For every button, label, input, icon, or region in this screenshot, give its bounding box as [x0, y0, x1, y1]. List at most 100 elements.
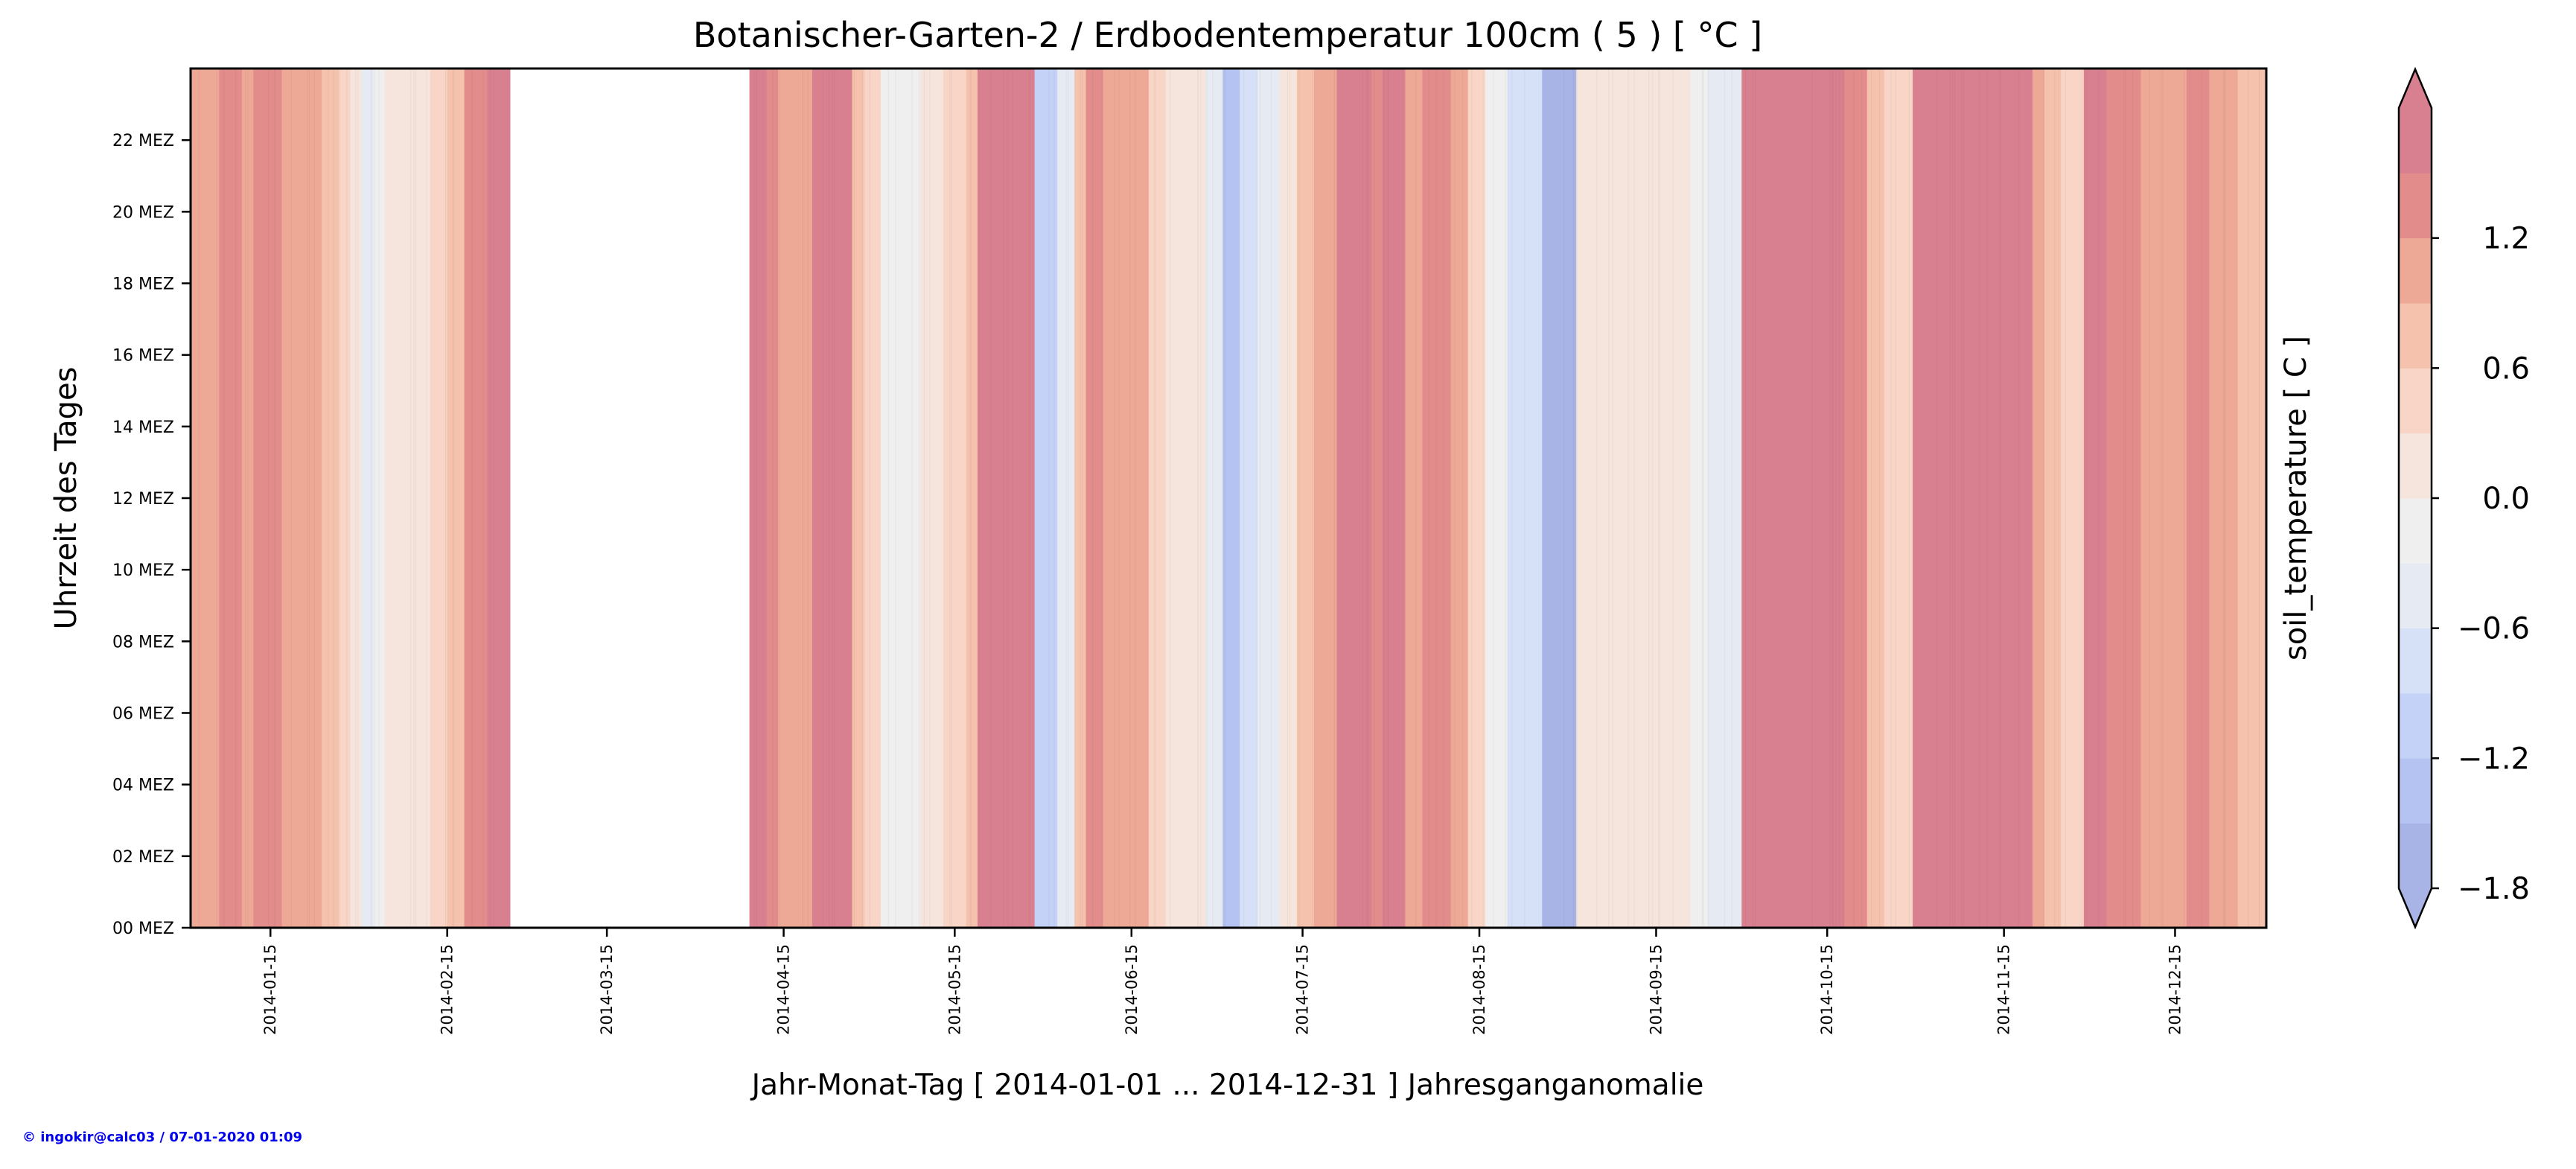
y-tick-label: 16 MEZ: [112, 347, 174, 366]
heatmap-band: [1382, 69, 1406, 928]
heatmap-band: [1371, 69, 1383, 928]
heatmap-texture: [190, 69, 2260, 928]
colorbar: −1.8 −1.2 −0.6 0.0 0.6 1.2: [2397, 66, 2530, 930]
y-tick-label: 06 MEZ: [112, 705, 174, 724]
heatmap-band: [1542, 69, 1577, 928]
colorbar-segment: [2399, 563, 2432, 629]
y-tick-label: 10 MEZ: [112, 561, 174, 580]
heatmap-band: [384, 69, 431, 928]
colorbar-extend-max: [2399, 69, 2432, 108]
heatmap-band: [219, 69, 243, 928]
heatmap-bands: [191, 69, 2267, 928]
heatmap-band: [2044, 69, 2062, 928]
colorbar-tick-label: −1.2: [2458, 742, 2530, 776]
x-axis-label: Jahr-Monat-Tag [ 2014-01-01 ... 2014-12-…: [750, 1068, 1704, 1102]
heatmap-band: [978, 69, 1036, 928]
y-tick-label: 20 MEZ: [112, 203, 174, 222]
heatmap-band: [253, 69, 283, 928]
y-axis-ticks: 00 MEZ 02 MEZ 04 MEZ 06 MEZ 08 MEZ 10 MEZ 12 M…: [112, 132, 191, 938]
colorbar-tick-label: −0.6: [2458, 612, 2530, 646]
y-tick-label: 14 MEZ: [112, 418, 174, 437]
colorbar-segment: [2399, 823, 2432, 889]
heatmap-band: [1690, 69, 1708, 928]
y-axis-label: Uhrzeit des Tages: [49, 367, 83, 630]
heatmap-band: [447, 69, 465, 928]
heatmap-band: [1450, 69, 1469, 928]
x-axis-ticks: 2014-01-15 2014-02-15 2014-03-15 2014-04-15…: [261, 928, 2184, 1035]
y-tick-label: 22 MEZ: [112, 132, 174, 150]
x-tick-label: 2014-08-15: [1470, 944, 1488, 1035]
heatmap-band: [1165, 69, 1206, 928]
heatmap-band: [880, 69, 904, 928]
heatmap-band: [863, 69, 881, 928]
colorbar-segment: [2399, 173, 2432, 239]
colorbar-segment: [2399, 368, 2432, 434]
heatmap-band: [2140, 69, 2187, 928]
heatmap-band: [281, 69, 322, 928]
heatmap-band: [943, 69, 967, 928]
colorbar-segment: [2399, 238, 2432, 304]
heatmap-band: [1884, 69, 1913, 928]
colorbar-segment: [2399, 108, 2432, 173]
heatmap-band: [350, 69, 363, 928]
heatmap-band: [2033, 69, 2044, 928]
heatmap-band: [1422, 69, 1452, 928]
credit-note: © ingokir@calc03 / 07-01-2020 01:09: [22, 1130, 303, 1145]
heatmap-band: [1650, 69, 1691, 928]
heatmap-band: [1866, 69, 1885, 928]
x-tick-label: 2014-05-15: [946, 944, 963, 1035]
x-tick-label: 2014-04-15: [775, 944, 793, 1035]
heatmap-band: [1485, 69, 1508, 928]
y-tick-label: 12 MEZ: [112, 490, 174, 509]
colorbar-segment: [2399, 303, 2432, 369]
colorbar-tick-label: −1.8: [2458, 872, 2530, 906]
colorbar-segment: [2399, 758, 2432, 824]
y-tick-label: 04 MEZ: [112, 777, 174, 795]
heatmap-band: [1598, 69, 1651, 928]
y-tick-label: 18 MEZ: [112, 275, 174, 294]
heatmap-band: [1148, 69, 1167, 928]
heatmap-band: [1296, 69, 1315, 928]
heatmap-band: [1205, 69, 1223, 928]
heatmap-band: [1508, 69, 1543, 928]
heatmap-band: [1741, 69, 1845, 928]
heatmap-band: [1576, 69, 1600, 928]
heatmap-band: [2061, 69, 2085, 928]
heatmap-band: [322, 69, 339, 928]
heatmap-band: [1313, 69, 1338, 928]
colorbar-extend-min: [2399, 888, 2432, 927]
heatmap-band: [1103, 69, 1150, 928]
heatmap-band: [852, 69, 864, 928]
x-tick-label: 2014-11-15: [1995, 944, 2013, 1035]
x-tick-label: 2014-06-15: [1123, 944, 1141, 1035]
colorbar-segment: [2399, 433, 2432, 499]
colorbar-segment: [2399, 498, 2432, 564]
heatmap-band: [464, 69, 488, 928]
y-tick-label: 08 MEZ: [112, 633, 174, 652]
heatmap-band: [1085, 69, 1104, 928]
heatmap-band: [1405, 69, 1423, 928]
x-tick-label: 2014-07-15: [1294, 944, 1312, 1035]
chart-title: Botanischer-Garten-2 / Erdbodentemperatu…: [693, 15, 1762, 55]
colorbar-tick-label: 1.2: [2482, 222, 2530, 256]
heatmap-band: [1240, 69, 1257, 928]
colorbar-segment: [2399, 693, 2432, 759]
heatmap-band: [1222, 69, 1240, 928]
x-tick-label: 2014-10-15: [1818, 944, 1836, 1035]
heatmap-band: [966, 69, 978, 928]
x-tick-label: 2014-12-15: [2166, 944, 2184, 1035]
colorbar-tick-label: 0.0: [2482, 482, 2530, 516]
colorbar-label: soil_temperature [ C ]: [2279, 336, 2313, 660]
heatmap-band: [2237, 69, 2267, 928]
heatmap-band: [1844, 69, 1868, 928]
heatmap-band: [2083, 69, 2108, 928]
heatmap-band: [1913, 69, 2033, 928]
heatmap-band: [777, 69, 813, 928]
heatmap-band: [1336, 69, 1372, 928]
x-tick-label: 2014-02-15: [439, 944, 456, 1035]
heatmap-band: [749, 69, 768, 928]
heatmap-band: [191, 69, 220, 928]
colorbar-tick-label: 0.6: [2482, 351, 2530, 386]
heatmap-band: [1279, 69, 1298, 928]
